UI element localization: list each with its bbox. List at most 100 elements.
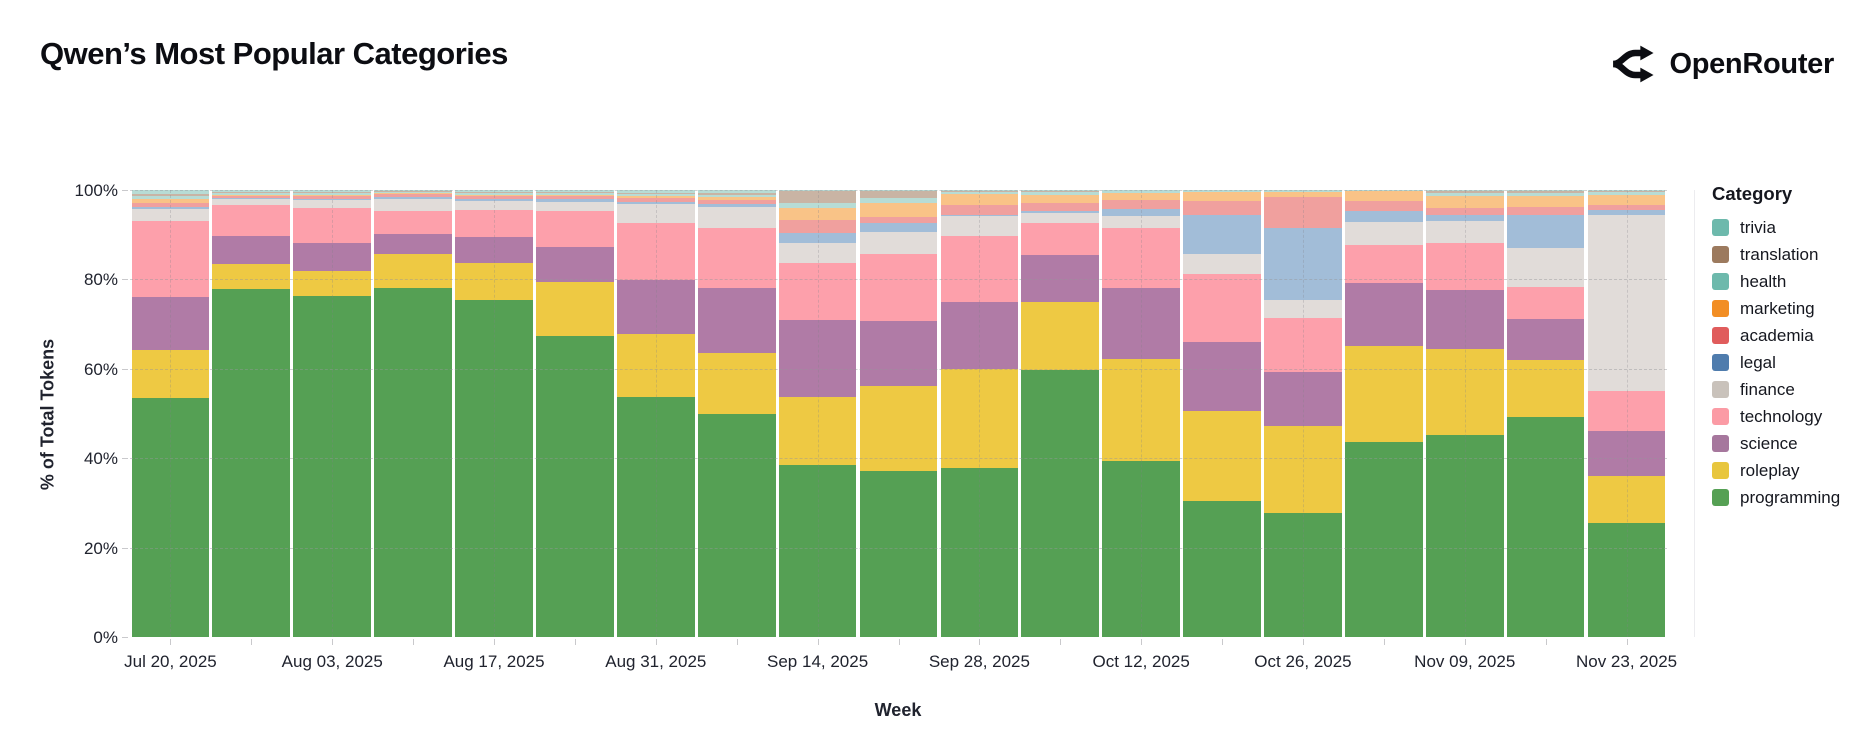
bar-segment-trivia[interactable] bbox=[455, 190, 533, 193]
bar-segment-science[interactable] bbox=[1102, 287, 1181, 359]
bar-segment-translation[interactable] bbox=[536, 192, 614, 194]
bar-segment-science[interactable] bbox=[1264, 371, 1342, 426]
bar-segment-finance[interactable] bbox=[293, 199, 372, 209]
bar-segment-academia[interactable] bbox=[778, 219, 857, 234]
bar-segment-marketing[interactable] bbox=[1264, 192, 1342, 197]
bar-segment-programming[interactable] bbox=[1587, 523, 1666, 637]
bar-segment-finance[interactable] bbox=[212, 198, 291, 206]
bar-segment-legal[interactable] bbox=[536, 198, 614, 202]
bar-segment-science[interactable] bbox=[778, 320, 857, 398]
bar-segment-health[interactable] bbox=[212, 193, 291, 195]
legend-item-academia[interactable]: academia bbox=[1712, 327, 1872, 344]
bar-segment-finance[interactable] bbox=[1183, 254, 1261, 274]
bar-segment-finance[interactable] bbox=[859, 231, 938, 254]
bar-segment-translation[interactable] bbox=[778, 190, 857, 204]
bar-segment-roleplay[interactable] bbox=[778, 397, 857, 466]
bar-segment-academia[interactable] bbox=[1264, 196, 1342, 229]
stacked-bar-Aug-24-2025[interactable] bbox=[536, 190, 614, 637]
bar-segment-roleplay[interactable] bbox=[1264, 425, 1342, 513]
bar-segment-technology[interactable] bbox=[536, 211, 614, 247]
bar-segment-marketing[interactable] bbox=[374, 192, 452, 194]
stacked-bar-Nov-09-2025[interactable] bbox=[1425, 190, 1504, 637]
bar-segment-translation[interactable] bbox=[697, 192, 776, 195]
bar-segment-technology[interactable] bbox=[374, 211, 452, 235]
bar-segment-translation[interactable] bbox=[1506, 191, 1585, 194]
bar-segment-legal[interactable] bbox=[131, 206, 210, 209]
stacked-bar-Oct-12-2025[interactable] bbox=[1102, 190, 1181, 637]
bar-segment-science[interactable] bbox=[131, 297, 210, 350]
bar-segment-science[interactable] bbox=[293, 242, 372, 271]
bar-segment-legal[interactable] bbox=[293, 198, 372, 200]
stacked-bar-Nov-16-2025[interactable] bbox=[1506, 190, 1585, 637]
bar-segment-finance[interactable] bbox=[1102, 215, 1181, 229]
bar-segment-technology[interactable] bbox=[293, 208, 372, 243]
bar-segment-marketing[interactable] bbox=[1183, 192, 1261, 202]
bar-segment-technology[interactable] bbox=[697, 228, 776, 289]
bar-segment-science[interactable] bbox=[697, 288, 776, 353]
bar-segment-programming[interactable] bbox=[778, 465, 857, 637]
bar-segment-technology[interactable] bbox=[940, 235, 1019, 302]
bar-segment-roleplay[interactable] bbox=[940, 368, 1019, 469]
bar-segment-legal[interactable] bbox=[374, 197, 452, 199]
bar-segment-legal[interactable] bbox=[1425, 215, 1504, 221]
bar-segment-technology[interactable] bbox=[778, 263, 857, 321]
bar-segment-marketing[interactable] bbox=[536, 194, 614, 196]
bar-segment-roleplay[interactable] bbox=[859, 385, 938, 472]
bar-segment-programming[interactable] bbox=[1345, 441, 1423, 637]
legend-item-finance[interactable]: finance bbox=[1712, 381, 1872, 398]
bar-segment-legal[interactable] bbox=[455, 199, 533, 201]
bar-segment-marketing[interactable] bbox=[1021, 195, 1100, 204]
stacked-bar-Sep-07-2025[interactable] bbox=[697, 190, 776, 637]
bar-segment-academia[interactable] bbox=[940, 205, 1019, 216]
stacked-bar-Oct-26-2025[interactable] bbox=[1264, 190, 1342, 637]
legend-item-science[interactable]: science bbox=[1712, 435, 1872, 452]
bar-segment-marketing[interactable] bbox=[1345, 191, 1423, 202]
bar-segment-legal[interactable] bbox=[940, 215, 1019, 217]
bar-segment-roleplay[interactable] bbox=[1183, 410, 1261, 502]
bar-segment-technology[interactable] bbox=[1102, 228, 1181, 288]
bar-segment-health[interactable] bbox=[536, 193, 614, 195]
legend-item-technology[interactable]: technology bbox=[1712, 408, 1872, 425]
bar-segment-health[interactable] bbox=[374, 191, 452, 193]
stacked-bar-Aug-03-2025[interactable] bbox=[293, 190, 372, 637]
bar-segment-marketing[interactable] bbox=[616, 195, 695, 199]
bar-segment-roleplay[interactable] bbox=[212, 264, 291, 290]
legend-item-programming[interactable]: programming bbox=[1712, 489, 1872, 506]
bar-segment-legal[interactable] bbox=[1345, 211, 1423, 223]
bar-segment-academia[interactable] bbox=[293, 195, 372, 199]
bar-segment-trivia[interactable] bbox=[1102, 190, 1181, 191]
stacked-bar-Oct-19-2025[interactable] bbox=[1183, 190, 1261, 637]
bar-segment-academia[interactable] bbox=[697, 199, 776, 205]
bar-segment-finance[interactable] bbox=[374, 198, 452, 212]
bar-segment-finance[interactable] bbox=[1021, 213, 1100, 223]
bar-segment-programming[interactable] bbox=[1425, 434, 1504, 637]
stacked-bar-Sep-14-2025[interactable] bbox=[778, 190, 857, 637]
bar-segment-finance[interactable] bbox=[131, 208, 210, 222]
stacked-bar-Nov-23-2025[interactable] bbox=[1587, 190, 1666, 637]
stacked-bar-Oct-05-2025[interactable] bbox=[1021, 190, 1100, 637]
bar-segment-health[interactable] bbox=[616, 194, 695, 196]
bar-segment-programming[interactable] bbox=[1506, 416, 1585, 637]
bar-segment-health[interactable] bbox=[1506, 193, 1585, 197]
bar-segment-trivia[interactable] bbox=[859, 190, 938, 191]
bar-segment-marketing[interactable] bbox=[212, 194, 291, 196]
bar-segment-finance[interactable] bbox=[536, 201, 614, 212]
bar-segment-marketing[interactable] bbox=[940, 193, 1019, 206]
bar-segment-academia[interactable] bbox=[859, 217, 938, 224]
bar-segment-technology[interactable] bbox=[455, 209, 533, 237]
bar-segment-marketing[interactable] bbox=[697, 196, 776, 200]
stacked-bar-Aug-17-2025[interactable] bbox=[455, 190, 533, 637]
bar-segment-programming[interactable] bbox=[1102, 460, 1181, 637]
bar-segment-health[interactable] bbox=[293, 193, 372, 195]
bar-segment-health[interactable] bbox=[1102, 191, 1181, 193]
bar-segment-roleplay[interactable] bbox=[616, 333, 695, 397]
legend-item-legal[interactable]: legal bbox=[1712, 354, 1872, 371]
bar-segment-finance[interactable] bbox=[455, 200, 533, 210]
bar-segment-science[interactable] bbox=[536, 246, 614, 282]
bar-segment-roleplay[interactable] bbox=[1021, 301, 1100, 370]
bar-segment-trivia[interactable] bbox=[940, 190, 1019, 191]
stacked-bar-Jul-20-2025[interactable] bbox=[131, 190, 210, 637]
bar-segment-translation[interactable] bbox=[1587, 190, 1666, 193]
bar-segment-roleplay[interactable] bbox=[1587, 476, 1666, 524]
bar-segment-translation[interactable] bbox=[293, 192, 372, 194]
